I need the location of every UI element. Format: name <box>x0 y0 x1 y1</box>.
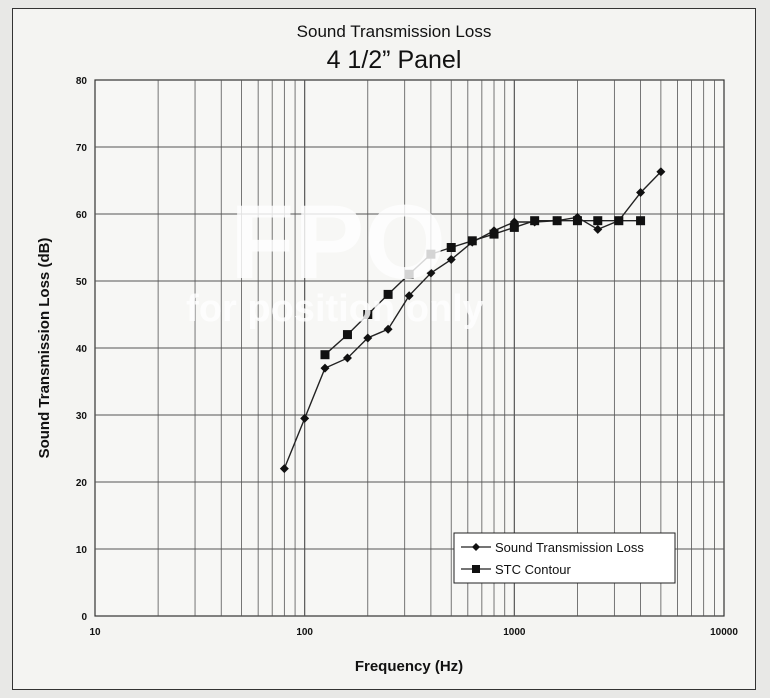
y-tick-label: 30 <box>76 411 88 422</box>
data-point-stl <box>404 291 414 301</box>
y-axis-label: Sound Transmission Loss (dB) <box>36 238 53 459</box>
data-point-stl <box>426 268 436 278</box>
data-point-stl <box>342 353 352 363</box>
data-point-stc <box>636 216 646 226</box>
data-point-stl <box>593 224 603 234</box>
watermark-big-text: FPO <box>230 184 446 301</box>
y-tick-label: 20 <box>76 478 88 489</box>
legend-marker-diamond <box>472 543 480 551</box>
x-axis-label: Frequency (Hz) <box>355 658 463 675</box>
data-point-stc <box>467 236 477 246</box>
data-point-stc <box>342 330 352 340</box>
x-tick-label: 10 <box>89 627 101 638</box>
data-point-stc <box>404 269 414 279</box>
data-point-stc <box>593 216 603 226</box>
data-point-stc <box>426 249 436 259</box>
legend-label-stc: STC Contour <box>495 562 572 577</box>
data-point-stl <box>446 255 456 265</box>
series <box>279 167 666 474</box>
data-point-stl <box>636 188 646 198</box>
y-tick-label: 70 <box>76 143 88 154</box>
y-tick-label: 60 <box>76 210 88 221</box>
y-tick-label: 80 <box>76 76 88 87</box>
chart-title: Sound Transmission Loss <box>297 22 492 41</box>
data-point-stc <box>446 243 456 252</box>
legend-label-stl: Sound Transmission Loss <box>495 540 644 555</box>
y-tick-label: 40 <box>76 344 88 355</box>
data-point-stc <box>509 222 519 232</box>
data-point-stc <box>552 216 562 226</box>
y-tick-label: 50 <box>76 277 88 288</box>
data-point-stl <box>279 464 289 474</box>
data-point-stc <box>363 310 373 319</box>
y-tick-label: 10 <box>76 545 88 556</box>
data-point-stl <box>383 324 393 334</box>
x-tick-label: 1000 <box>503 627 526 638</box>
data-point-stc <box>383 289 393 299</box>
data-point-stl <box>363 333 373 343</box>
series-line-stc <box>324 219 641 356</box>
x-tick-label: 100 <box>296 627 313 638</box>
legend: Sound Transmission Loss STC Contour <box>453 532 676 584</box>
x-tick-label: 10000 <box>710 627 738 638</box>
data-point-stl <box>300 413 310 423</box>
data-point-stc <box>489 229 499 239</box>
grid <box>94 79 725 617</box>
y-tick-label: 0 <box>81 612 87 623</box>
data-point-stc <box>530 216 540 226</box>
fpo-watermark: FPO for position only <box>186 184 484 330</box>
data-point-stl <box>656 167 666 177</box>
legend-marker-square <box>472 565 480 573</box>
legend-box <box>453 532 676 584</box>
data-point-stl <box>320 363 330 373</box>
data-point-stc <box>320 350 330 360</box>
data-point-stc <box>572 216 582 226</box>
data-point-stc <box>614 216 624 226</box>
chart-subtitle: 4 1/2” Panel <box>327 46 462 74</box>
watermark-small-text: for position only <box>186 288 484 330</box>
